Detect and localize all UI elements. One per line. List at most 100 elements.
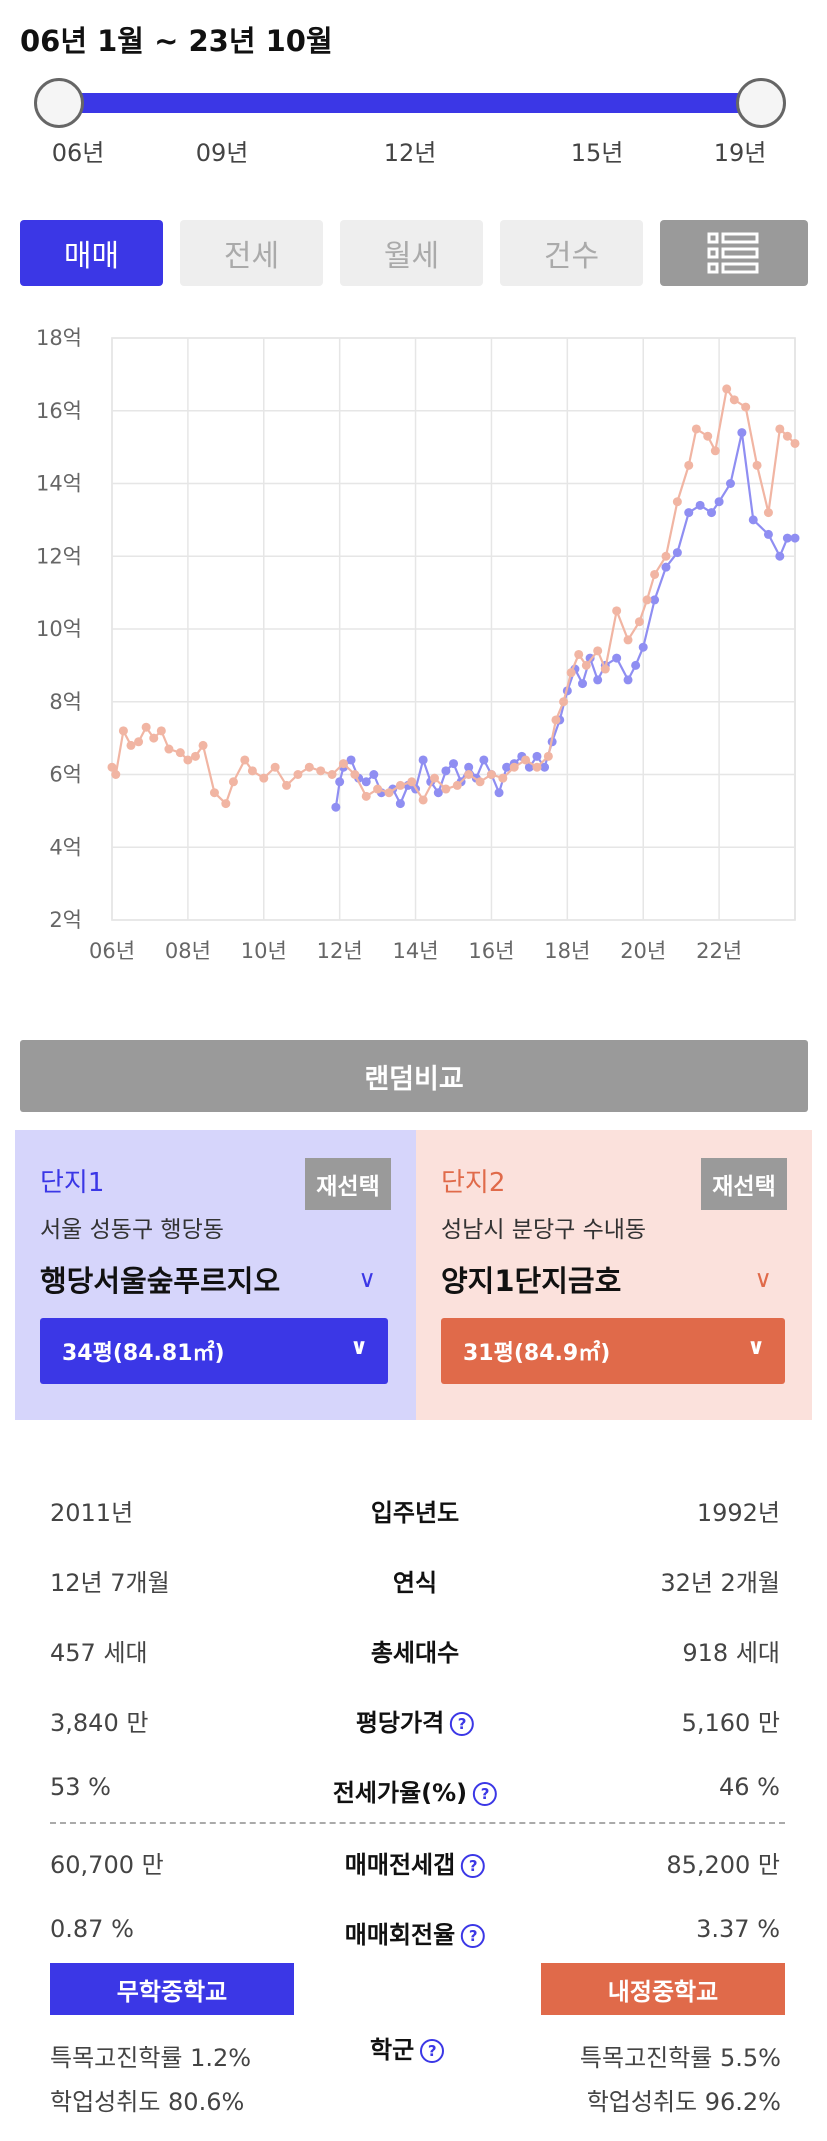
series-point-2 <box>350 770 360 779</box>
series-point-1 <box>464 762 474 772</box>
complex2-label: 단지2 <box>441 1168 506 1198</box>
period-title: 06년 1월 ~ 23년 10월 <box>20 24 333 58</box>
slider-start-handle[interactable] <box>34 78 84 128</box>
series-point-2 <box>228 777 238 787</box>
series-point-2 <box>509 762 519 772</box>
series-point-2 <box>543 751 553 761</box>
series-point-1 <box>672 548 682 558</box>
series-point-2 <box>710 446 720 456</box>
series-point-1 <box>361 777 371 787</box>
series-point-2 <box>623 635 633 645</box>
complex2-size-select[interactable]: 31평(84.9㎡) ∨ <box>441 1318 785 1384</box>
complex1-name[interactable]: 행당서울숲푸르지오 <box>40 1264 281 1298</box>
series-point-1 <box>737 428 747 438</box>
complex2-school-button[interactable]: 내정중학교 <box>541 1963 785 2015</box>
y-tick-label: 10억 <box>36 617 82 641</box>
series-point-2 <box>221 799 231 809</box>
y-tick-label: 18억 <box>36 326 82 350</box>
y-tick-label: 8억 <box>49 690 82 714</box>
help-icon[interactable]: ? <box>450 1712 475 1736</box>
slider-track[interactable] <box>58 93 762 113</box>
x-tick-label: 22년 <box>696 939 742 963</box>
tab-sale[interactable]: 매매 <box>20 220 163 286</box>
price-chart: 2억 4억 6억 8억 10억 12억 14억 16억 18억 06년 08년 10년 12년 14년 16… <box>0 320 827 990</box>
y-tick-label: 6억 <box>49 763 82 787</box>
series-point-1 <box>650 595 660 605</box>
chevron-down-icon[interactable]: ∨ <box>754 1265 772 1293</box>
complex2-school-rate: 특목고진학률 5.5% <box>579 2044 781 2072</box>
series-point-2 <box>395 780 405 790</box>
series-point-1 <box>763 529 773 539</box>
divider <box>50 1822 785 1824</box>
period-range-slider[interactable] <box>34 78 786 128</box>
series-point-2 <box>149 733 159 743</box>
complex1-panel: 단지1 재선택 서울 성동구 행당동 행당서울숲푸르지오 ∨ 34평(84.81… <box>15 1130 416 1420</box>
slider-end-handle[interactable] <box>736 78 786 128</box>
complex1-label: 단지1 <box>40 1168 105 1198</box>
series-point-2 <box>691 424 701 434</box>
help-icon[interactable]: ? <box>461 1854 486 1878</box>
series-point-2 <box>111 770 121 779</box>
complex2-value: 918 세대 <box>682 1639 780 1667</box>
series-point-2 <box>134 737 144 747</box>
complex2-value: 1992년 <box>696 1499 780 1527</box>
complex2-reselect-button[interactable]: 재선택 <box>701 1158 787 1210</box>
tab-count[interactable]: 건수 <box>500 220 643 286</box>
x-tick-label: 08년 <box>165 939 211 963</box>
series-point-2 <box>327 770 337 779</box>
series-point-2 <box>722 384 732 394</box>
complex1-school-button[interactable]: 무학중학교 <box>50 1963 294 2015</box>
list-view-button[interactable] <box>660 220 808 286</box>
compare-row-turnover: 0.87 % 매매회전율? 3.37 % <box>50 1905 780 1955</box>
series-point-2 <box>475 777 485 787</box>
x-tick-label: 10년 <box>241 939 287 963</box>
x-tick-label: 16년 <box>468 939 514 963</box>
list-icon <box>707 232 759 274</box>
compare-row-age: 12년 7개월 연식 32년 2개월 <box>50 1553 780 1603</box>
row-label-text: 매매전세갭 <box>344 1851 456 1879</box>
series-point-2 <box>270 762 280 772</box>
tab-monthly-rent[interactable]: 월세 <box>340 220 483 286</box>
series-point-2 <box>464 770 474 779</box>
row-label: 평당가격? <box>356 1703 475 1738</box>
series-point-2 <box>593 646 603 656</box>
series-point-2 <box>452 780 462 790</box>
complex2-value: 46 % <box>719 1773 780 1801</box>
series-point-1 <box>748 515 758 525</box>
series-point-1 <box>612 653 622 663</box>
series-point-1 <box>418 755 428 765</box>
x-tick-label: 14년 <box>393 939 439 963</box>
compare-row-households: 457 세대 총세대수 918 세대 <box>50 1623 780 1673</box>
series-point-1 <box>433 788 443 798</box>
series-point-2 <box>156 726 166 736</box>
complex2-value: 3.37 % <box>696 1915 780 1943</box>
series-point-1 <box>775 551 785 561</box>
series-point-1 <box>593 675 603 685</box>
tab-jeonse[interactable]: 전세 <box>180 220 323 286</box>
series-point-2 <box>790 438 800 448</box>
complex2-name[interactable]: 양지1단지금호 <box>441 1264 622 1298</box>
x-tick-label: 20년 <box>620 939 666 963</box>
chevron-down-icon[interactable]: ∨ <box>358 1265 376 1293</box>
complex1-address: 서울 성동구 행당동 <box>40 1217 224 1243</box>
series-point-2 <box>486 770 496 779</box>
series-point-1 <box>790 533 800 543</box>
row-label: 입주년도 <box>370 1499 460 1527</box>
series-point-2 <box>566 668 576 678</box>
school-district-label: 학군? <box>370 2030 445 2065</box>
series-line-2 <box>111 386 796 806</box>
help-icon[interactable]: ? <box>473 1782 498 1806</box>
complex1-reselect-button[interactable]: 재선택 <box>305 1158 391 1210</box>
y-tick-label: 12억 <box>36 544 82 568</box>
random-compare-button[interactable]: 랜덤비교 <box>20 1040 808 1112</box>
series-point-1 <box>540 762 550 772</box>
series-point-1 <box>707 508 717 518</box>
series-point-2 <box>642 595 652 605</box>
slider-label: 19년 <box>713 139 767 167</box>
complex1-size-select[interactable]: 34평(84.81㎡) ∨ <box>40 1318 388 1384</box>
help-icon[interactable]: ? <box>420 2039 445 2063</box>
help-icon[interactable]: ? <box>461 1924 486 1948</box>
series-point-2 <box>304 762 314 772</box>
series-point-2 <box>612 606 622 616</box>
row-label: 연식 <box>392 1569 438 1597</box>
